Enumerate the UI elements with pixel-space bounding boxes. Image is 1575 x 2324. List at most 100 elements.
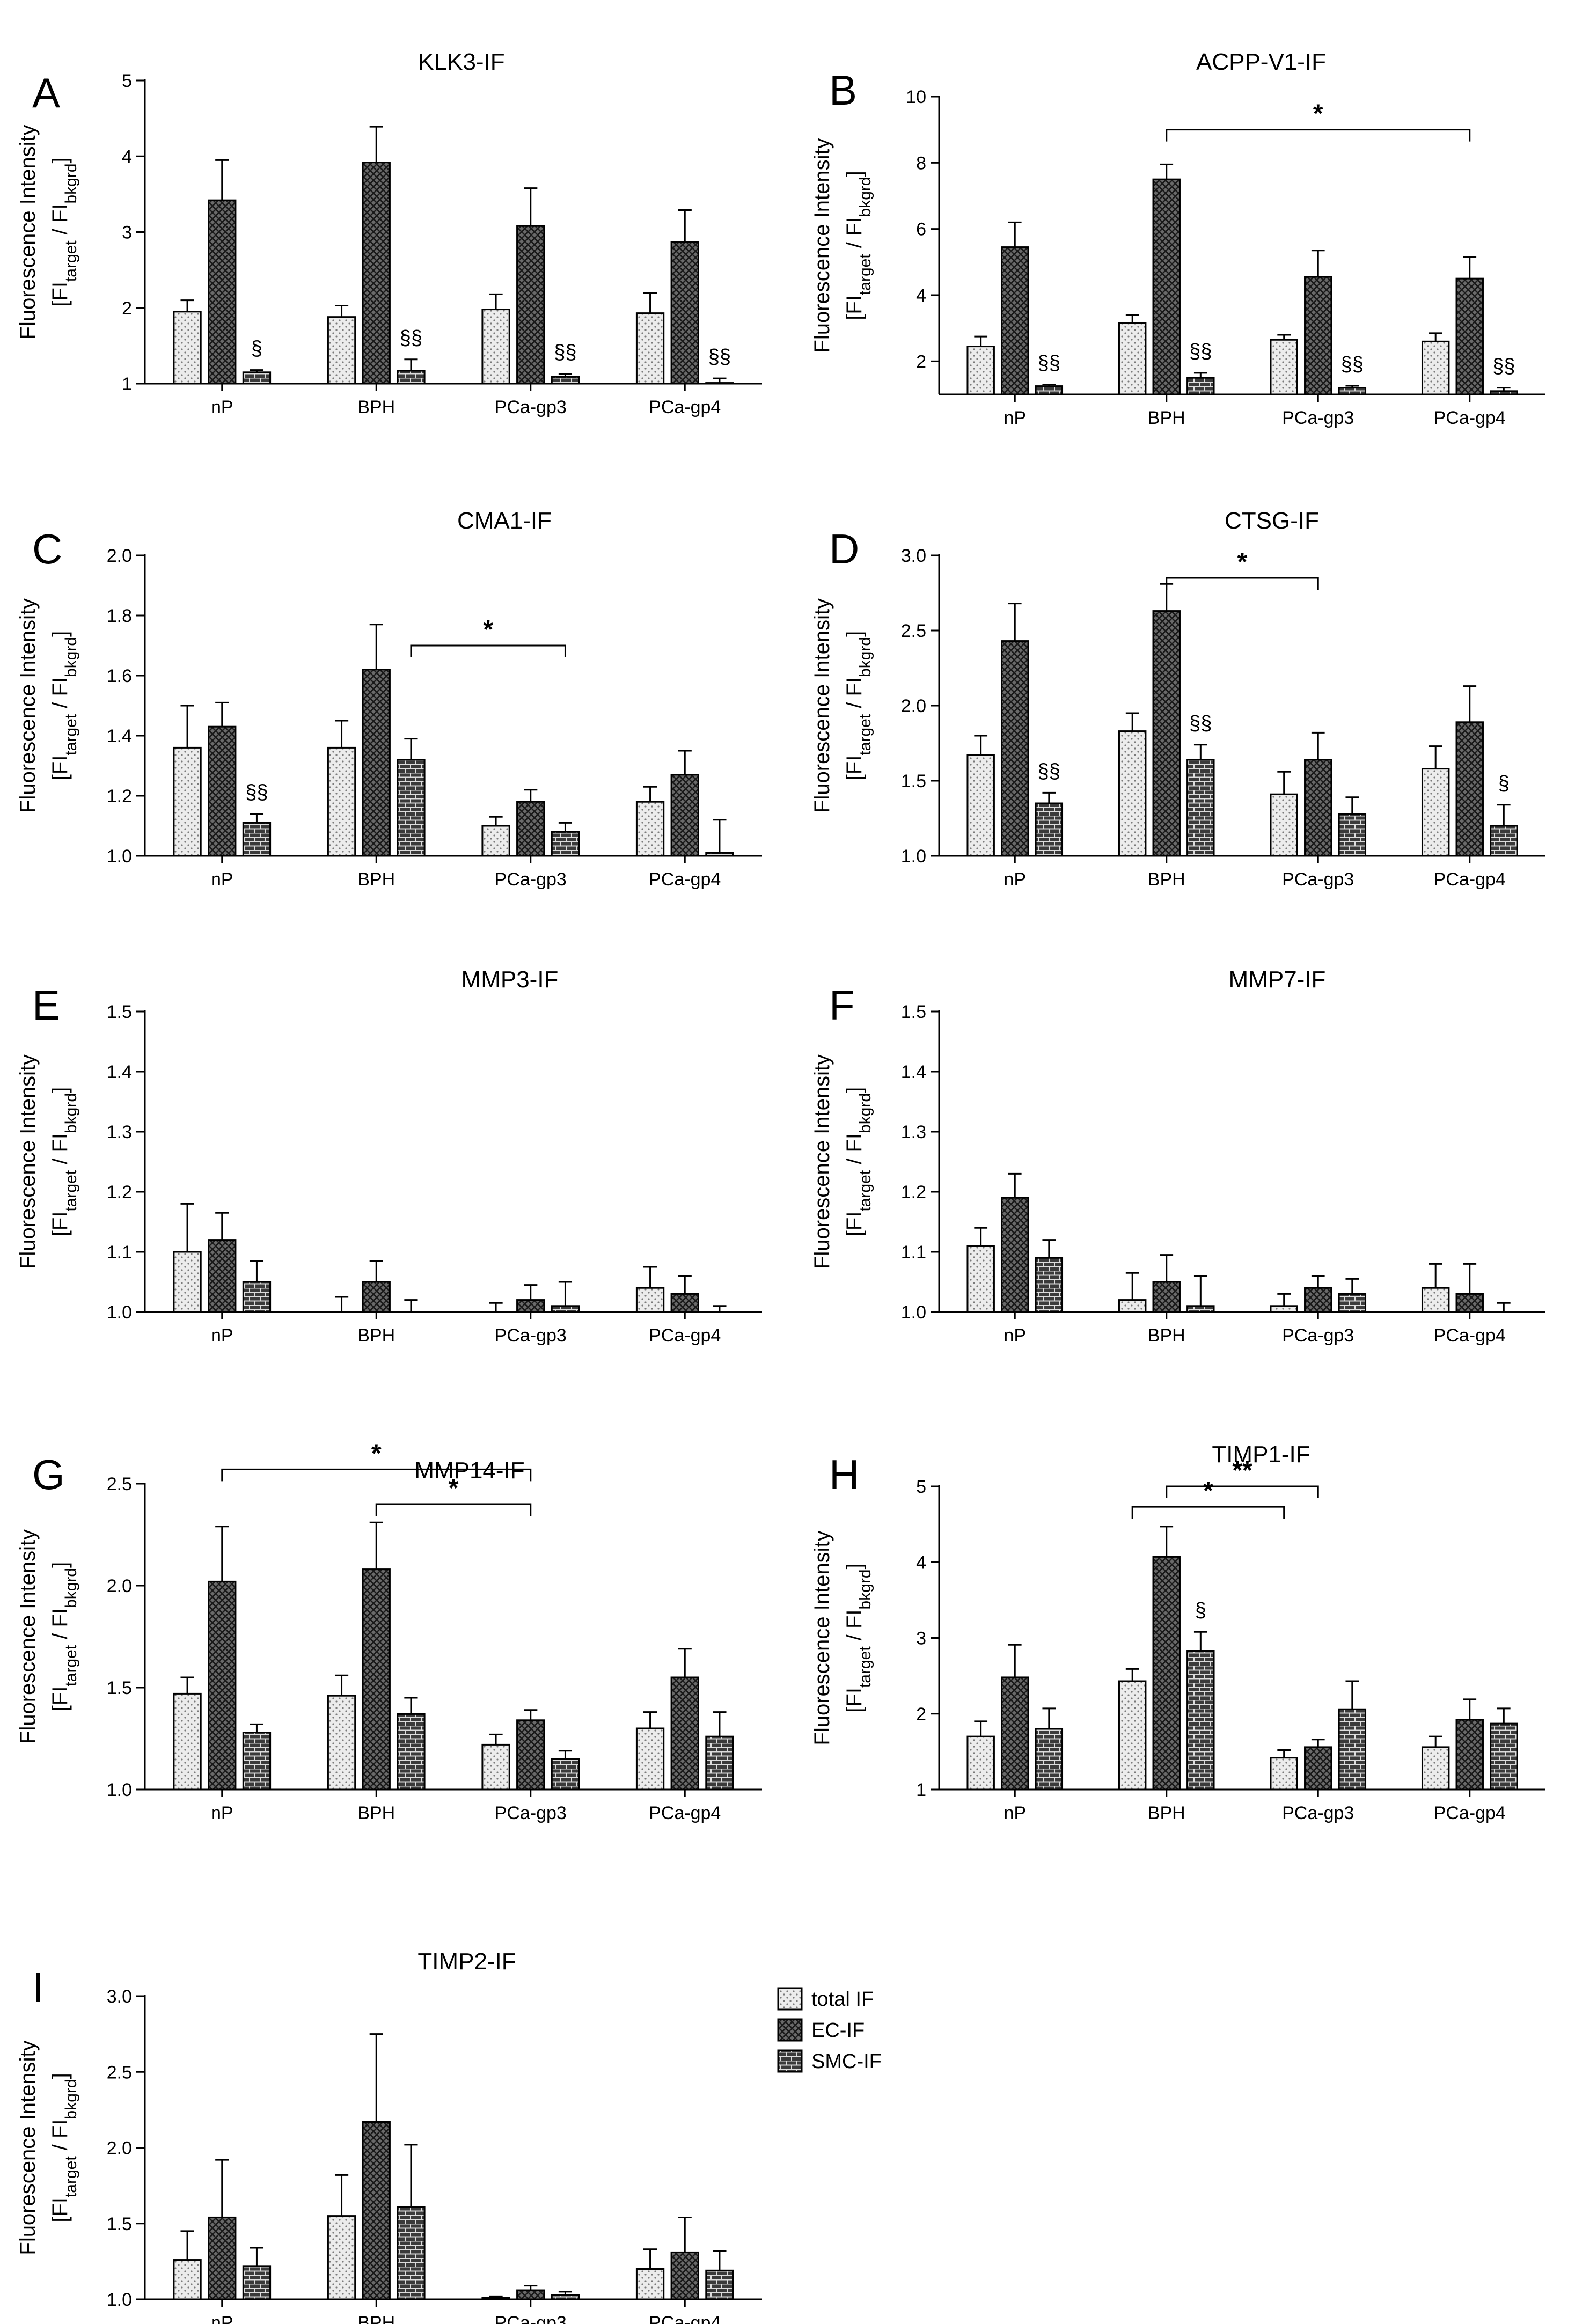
y-tick-label: 1.2 bbox=[107, 1182, 132, 1203]
y-tick-label: 1.0 bbox=[107, 2290, 132, 2310]
y-axis-label-line1: Fluorescence Intensity bbox=[810, 138, 834, 353]
bar bbox=[1455, 721, 1484, 857]
bar bbox=[1455, 1719, 1484, 1791]
bar bbox=[670, 241, 699, 385]
y-tick-label: 1.2 bbox=[901, 1182, 926, 1203]
y-axis-label: Fluorescence Intensity [FItarget / FIbkgr… bbox=[810, 1530, 874, 1745]
bar bbox=[362, 1568, 391, 1791]
y-tick-label: 2.0 bbox=[107, 546, 132, 566]
panel-letter: B bbox=[829, 67, 857, 114]
y-tick-label: 3 bbox=[916, 1629, 926, 1649]
legend-label: EC-IF bbox=[811, 2019, 865, 2042]
y-tick-label: 1.0 bbox=[901, 846, 926, 867]
x-tick-label: PCa-gp3 bbox=[1282, 1325, 1354, 1346]
y-axis-label-line2: [FItarget / FIbkgrd] bbox=[843, 631, 874, 780]
y-tick-label: 2.0 bbox=[107, 2138, 132, 2159]
x-tick-label: BPH bbox=[357, 2313, 395, 2324]
legend: total IF EC-IF SMC-IF bbox=[777, 1987, 882, 2073]
bar bbox=[327, 746, 356, 857]
x-tick-label: BPH bbox=[357, 1803, 395, 1823]
panel-title: MMP14-IF bbox=[414, 1457, 524, 1484]
y-tick-label: 2 bbox=[122, 298, 132, 319]
x-tick-label: PCa-gp3 bbox=[495, 1803, 567, 1823]
bar bbox=[516, 2289, 545, 2300]
panel-title: CTSG-IF bbox=[1225, 508, 1319, 534]
x-tick-label: PCa-gp4 bbox=[649, 1325, 721, 1346]
bar bbox=[1186, 1305, 1215, 1313]
legend-label: SMC-IF bbox=[811, 2050, 882, 2073]
bar bbox=[1455, 277, 1484, 395]
significance-star: * bbox=[1203, 1477, 1213, 1505]
y-tick-label: 4 bbox=[916, 285, 926, 306]
panel-letter: C bbox=[32, 525, 62, 573]
x-tick-label: nP bbox=[1003, 1803, 1026, 1823]
y-tick-label: 1.4 bbox=[901, 1062, 926, 1082]
y-tick-label: 1.4 bbox=[107, 1062, 132, 1082]
y-axis-label: Fluorescence Intensity [FItarget / FIbkgr… bbox=[810, 138, 874, 353]
bar bbox=[173, 2259, 202, 2300]
bar bbox=[208, 2216, 237, 2300]
bar bbox=[705, 852, 734, 857]
bar bbox=[1304, 276, 1332, 395]
legend-label: total IF bbox=[811, 1988, 874, 2011]
y-axis-label-line2: [FItarget / FIbkgrd] bbox=[48, 157, 80, 306]
y-tick-label: 2.0 bbox=[107, 1576, 132, 1596]
bar bbox=[1186, 759, 1215, 857]
bar bbox=[1035, 385, 1064, 395]
bar bbox=[481, 825, 510, 857]
panel-e: E MMP3-IF Fluorescence Intensity [FItarget … bbox=[16, 966, 762, 1346]
y-tick-label: 1.5 bbox=[901, 771, 926, 791]
bar bbox=[362, 669, 391, 857]
bar bbox=[551, 376, 580, 385]
x-tick-label: PCa-gp4 bbox=[1434, 408, 1506, 428]
significance-star: * bbox=[449, 1474, 459, 1502]
y-tick-label: 1.1 bbox=[107, 1242, 132, 1263]
y-axis-label: Fluorescence Intensity [FItarget / FIbkgr… bbox=[16, 2040, 80, 2255]
panel-letter: H bbox=[829, 1451, 859, 1498]
bar bbox=[1304, 1746, 1332, 1791]
y-tick-label: 1.2 bbox=[107, 786, 132, 807]
bar bbox=[173, 1251, 202, 1313]
x-tick-label: nP bbox=[1003, 408, 1026, 428]
y-axis-label-line2: [FItarget / FIbkgrd] bbox=[843, 1563, 874, 1712]
x-tick-label: PCa-gp3 bbox=[1282, 1803, 1354, 1823]
x-tick-label: nP bbox=[211, 397, 233, 417]
bar bbox=[242, 371, 272, 385]
bar bbox=[516, 225, 545, 385]
bar bbox=[516, 1299, 545, 1313]
bar bbox=[966, 1735, 995, 1791]
panel-title: ACPP-V1-IF bbox=[1196, 49, 1326, 75]
significance-star: * bbox=[371, 1439, 382, 1468]
y-axis-label-line2: [FItarget / FIbkgrd] bbox=[843, 171, 874, 320]
bar bbox=[481, 2297, 510, 2300]
x-tick-label: nP bbox=[1003, 869, 1026, 890]
x-tick-label: PCa-gp4 bbox=[1434, 1325, 1506, 1346]
bar bbox=[1152, 178, 1181, 395]
y-axis-label-line2: [FItarget / FIbkgrd] bbox=[843, 1087, 874, 1236]
bar bbox=[327, 316, 356, 385]
bar bbox=[208, 1239, 237, 1313]
bar bbox=[173, 311, 202, 385]
y-axis-label-line1: Fluorescence Intensity bbox=[16, 1529, 40, 1744]
y-axis-label-line1: Fluorescence Intensity bbox=[16, 2040, 40, 2255]
panel-letter: A bbox=[32, 69, 60, 116]
y-tick-label: 3.0 bbox=[107, 1986, 132, 2007]
y-tick-label: 1.0 bbox=[901, 1302, 926, 1323]
bar bbox=[705, 382, 734, 385]
significance-bracket bbox=[410, 644, 566, 657]
panel-f: F MMP7-IF Fluorescence Intensity [FItarget … bbox=[810, 966, 1545, 1346]
significance-star: * bbox=[1313, 100, 1323, 128]
x-tick-label: PCa-gp3 bbox=[495, 2313, 567, 2324]
x-tick-label: nP bbox=[1003, 1325, 1026, 1346]
bar bbox=[1001, 640, 1029, 857]
y-axis-label-line1: Fluorescence Intensity bbox=[810, 1530, 834, 1745]
bar bbox=[1035, 802, 1064, 857]
bar bbox=[635, 1287, 665, 1313]
y-tick-label: 2.5 bbox=[107, 2062, 132, 2083]
x-tick-label: BPH bbox=[1148, 408, 1185, 428]
y-tick-label: 5 bbox=[122, 71, 132, 91]
y-axis-label-line2: [FItarget / FIbkgrd] bbox=[48, 1562, 80, 1711]
panel-a: A KLK3-IF Fluorescence Intensity [FItarget … bbox=[16, 49, 762, 417]
panel-letter: F bbox=[829, 981, 855, 1029]
